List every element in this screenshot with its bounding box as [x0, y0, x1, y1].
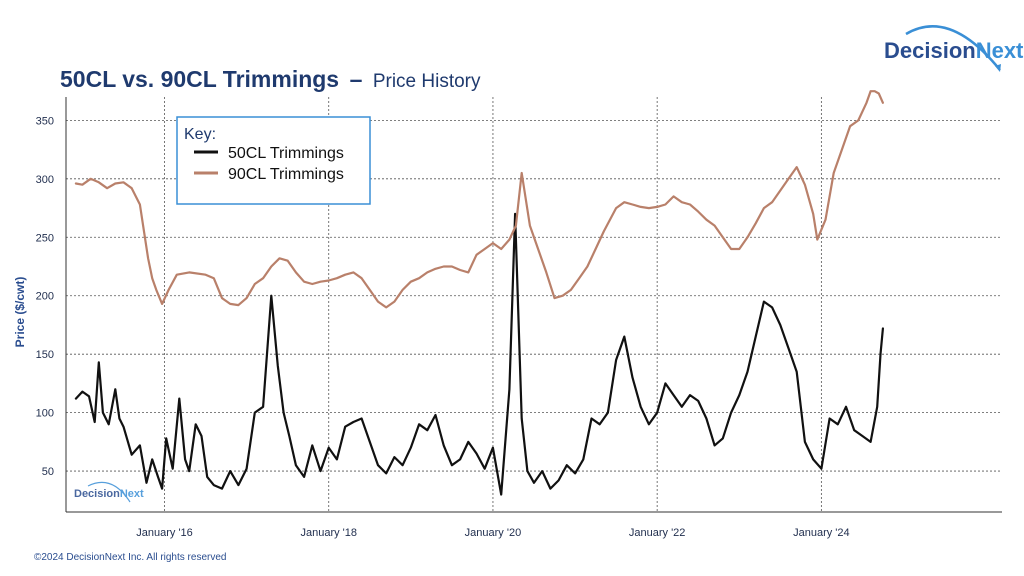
- brand-name-part2: Next: [976, 38, 1024, 63]
- watermark-name-part2: Next: [120, 488, 144, 500]
- y-tick-label-100: 100: [36, 408, 54, 420]
- series-line-90cl: [74, 90, 884, 309]
- y-tick-label-250: 250: [36, 232, 54, 244]
- x-ticks: January '16 January '18 January '20 January…: [136, 527, 849, 539]
- x-tick-label-3: January '22: [629, 527, 686, 539]
- x-tick-label-2: January '20: [465, 527, 522, 539]
- watermark-name: DecisionNext: [74, 488, 144, 500]
- legend: Key: 50CL Trimmings 90CL Trimmings: [176, 116, 371, 205]
- chart-title: 50CL vs. 90CL Trimmings – Price History: [60, 66, 481, 92]
- legend-title-suffix: :: [212, 126, 216, 143]
- series-line-50cl: [74, 212, 884, 496]
- legend-title: Key:: [184, 126, 216, 143]
- watermark-name-part1: Decision: [74, 488, 120, 500]
- y-tick-label-300: 300: [36, 174, 54, 186]
- y-axis-label: Price ($/cwt): [13, 277, 27, 348]
- x-tick-label-4: January '24: [793, 527, 850, 539]
- copyright: ©2024 DecisionNext Inc. All rights reser…: [34, 552, 226, 563]
- series: [74, 90, 884, 496]
- y-tick-label-200: 200: [36, 291, 54, 303]
- legend-box: [176, 116, 371, 205]
- legend-title-text: Key: [184, 126, 212, 143]
- x-tick-label-0: January '16: [136, 527, 193, 539]
- y-tick-label-350: 350: [36, 115, 54, 127]
- watermark-swoosh-icon: [87, 481, 131, 503]
- chart-title-separator: –: [350, 66, 363, 92]
- y-ticks: 50 100 150 200 250 300 350: [36, 115, 54, 478]
- brand-logo: DecisionNext: [884, 25, 1024, 72]
- chart-title-main: 50CL vs. 90CL Trimmings: [60, 66, 339, 92]
- y-tick-label-150: 150: [36, 349, 54, 361]
- legend-label-90cl: 90CL Trimmings: [228, 166, 344, 183]
- brand-name-part1: Decision: [884, 38, 976, 63]
- brand-name: DecisionNext: [884, 38, 1024, 63]
- watermark-logo: DecisionNext: [74, 481, 144, 503]
- y-tick-label-50: 50: [42, 466, 54, 478]
- legend-label-50cl: 50CL Trimmings: [228, 145, 344, 162]
- brand-swoosh-arrow-icon: [995, 64, 1001, 72]
- x-tick-label-1: January '18: [300, 527, 357, 539]
- chart-subtitle: Price History: [373, 71, 481, 92]
- axes: [65, 97, 1002, 513]
- brand-swoosh-icon: [905, 25, 1001, 71]
